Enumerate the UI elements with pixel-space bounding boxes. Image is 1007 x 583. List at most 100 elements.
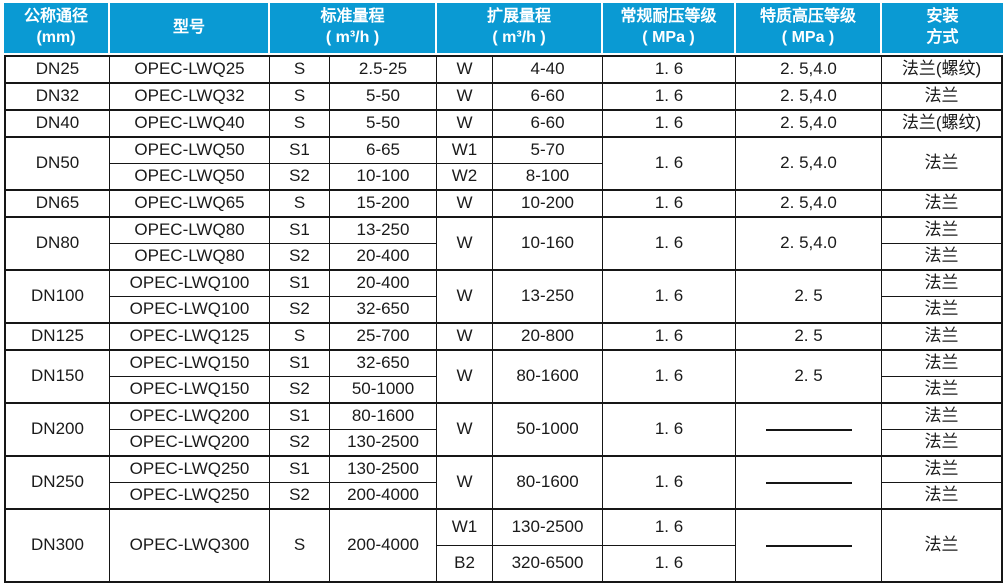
- header-line: ( MPa ): [781, 29, 835, 46]
- cell-std_range: 200-4000: [330, 510, 438, 583]
- cell-install: 法兰: [882, 483, 1004, 510]
- cell-install: 法兰: [882, 324, 1004, 351]
- cell-ext_range: 5-70: [493, 138, 604, 164]
- cell-std_range: 10-100: [330, 164, 438, 191]
- table-row: DN250 OPEC-LWQ250 S1 130-2500 W 80-1600 1. 6 法兰: [4, 457, 1004, 510]
- cell-diameter: DN80: [4, 218, 110, 271]
- cell-ext_code: W: [437, 191, 494, 218]
- col-header-special-pressure: 特质高压等级 ( MPa ): [736, 3, 883, 55]
- cell-special: 2. 5,4.0: [736, 55, 883, 84]
- cell-ext_range: 80-1600: [493, 351, 604, 404]
- cell-install: 法兰: [882, 244, 1004, 271]
- cell-normal: 1. 6: [603, 138, 737, 191]
- cell-diameter: DN40: [4, 111, 110, 138]
- cell-std_range: 32-650: [330, 351, 438, 377]
- cell-special: 2. 5,4.0: [736, 218, 883, 271]
- cell-install: 法兰: [882, 138, 1004, 191]
- cell-diameter: DN150: [4, 351, 110, 404]
- table-row: OPEC-LWQ50 S2 10-100 W2 8-100: [4, 164, 1003, 191]
- cell-install: 法兰: [882, 191, 1004, 218]
- cell-ext_range: 80-1600: [493, 457, 604, 510]
- cell-std_range: 80-1600: [330, 404, 438, 430]
- cell-ext_range: 10-160: [493, 218, 604, 271]
- cell-std_range: 6-65: [330, 138, 438, 164]
- cell-std_code: S: [270, 111, 330, 138]
- cell-model: OPEC-LWQ25: [110, 55, 270, 84]
- cell-std_code: S2: [270, 244, 330, 271]
- header-line: ( m³/h ): [325, 29, 380, 46]
- cell-ext_code: W: [437, 55, 494, 84]
- cell-std_range: 200-4000: [330, 483, 438, 510]
- cell-std_code: S: [270, 510, 330, 583]
- header-line: 型号: [172, 18, 205, 36]
- header-line: 扩展量程: [487, 8, 552, 26]
- cell-std_code: S2: [270, 483, 330, 510]
- cell-ext_range: 6-60: [493, 111, 604, 138]
- cell-special: 2. 5,4.0: [736, 111, 883, 138]
- cell-diameter: DN300: [4, 510, 110, 583]
- cell-install: 法兰: [882, 404, 1004, 430]
- cell-normal: 1. 6: [603, 351, 737, 404]
- dash-line: [765, 481, 852, 484]
- cell-special: [736, 457, 883, 510]
- cell-std_range: 130-2500: [330, 457, 438, 483]
- cell-install: 法兰: [882, 297, 1004, 324]
- cell-install: 法兰(螺纹): [882, 55, 1004, 84]
- cell-ext_range: 50-1000: [493, 404, 604, 457]
- cell-normal: 1. 6: [603, 510, 737, 546]
- header-row: 公称通径 (mm) 型号 标准量程 ( m³/h ) 扩展量程 ( m³/h )…: [4, 3, 1004, 55]
- cell-std_code: S: [270, 324, 330, 351]
- header-line: ( MPa ): [642, 29, 695, 46]
- table-row: DN25 OPEC-LWQ25 S 2.5-25 W 4-40 1. 6 2. 5,4.0 法兰…: [4, 55, 1004, 84]
- cell-std_code: S: [270, 191, 330, 218]
- cell-std_code: S: [270, 84, 330, 111]
- cell-ext_code: W: [437, 457, 494, 510]
- cell-ext_code: W: [437, 351, 494, 404]
- col-header-installation: 安装 方式: [882, 3, 1004, 55]
- table-row: DN65 OPEC-LWQ65 S 15-200 W 10-200 1. 6 2. 5,4.0…: [4, 191, 1004, 218]
- cell-special: 2. 5: [736, 351, 883, 404]
- cell-ext_code: W: [437, 218, 494, 271]
- cell-ext_code: W: [437, 111, 494, 138]
- cell-ext_range: 130-2500: [493, 510, 604, 546]
- header-line: ( m³/h ): [492, 29, 546, 46]
- header-line: 常规耐压等级: [620, 8, 717, 26]
- cell-ext_range: 10-200: [493, 191, 604, 218]
- table-row: DN50 OPEC-LWQ50 S1 6-65 W1 5-70 1. 6 2. 5,4.0 法兰: [4, 138, 1004, 191]
- cell-ext_code: W: [437, 404, 494, 457]
- cell-model: OPEC-LWQ200: [110, 404, 270, 430]
- cell-ext_range: 20-800: [493, 324, 604, 351]
- cell-std_range: 2.5-25: [330, 55, 438, 84]
- cell-std_code: S: [270, 55, 330, 84]
- cell-std_range: 50-1000: [330, 377, 438, 404]
- header-line: 特质高压等级: [760, 8, 857, 26]
- col-header-normal-pressure: 常规耐压等级 ( MPa ): [603, 3, 737, 55]
- header-line: (mm): [36, 29, 76, 46]
- col-header-standard-range: 标准量程 ( m³/h ): [270, 3, 438, 55]
- cell-special: [736, 404, 883, 457]
- cell-std_range: 15-200: [330, 191, 438, 218]
- cell-normal: 1. 6: [603, 546, 737, 583]
- cell-model: OPEC-LWQ125: [110, 324, 270, 351]
- cell-ext_range: 8-100: [493, 164, 604, 191]
- cell-model: OPEC-LWQ80: [110, 218, 270, 244]
- cell-ext_range: 4-40: [493, 55, 604, 84]
- cell-ext_code: B2: [437, 546, 494, 583]
- cell-model: OPEC-LWQ300: [110, 510, 270, 583]
- cell-diameter: DN200: [4, 404, 110, 457]
- cell-model: OPEC-LWQ150: [110, 377, 270, 404]
- table-row: DN80 OPEC-LWQ80 S1 13-250 W 10-160 1. 6 2. 5,4.…: [4, 218, 1004, 271]
- dash-line: [765, 544, 852, 547]
- cell-model: OPEC-LWQ32: [110, 84, 270, 111]
- spec-table-container: 公称通径 (mm) 型号 标准量程 ( m³/h ) 扩展量程 ( m³/h )…: [4, 3, 1004, 583]
- cell-model: OPEC-LWQ100: [110, 271, 270, 297]
- cell-install: 法兰: [882, 84, 1004, 111]
- cell-normal: 1. 6: [603, 457, 737, 510]
- cell-model: OPEC-LWQ250: [110, 457, 270, 483]
- header-line: 标准量程: [320, 8, 385, 26]
- cell-model: OPEC-LWQ100: [110, 297, 270, 324]
- cell-ext_code: W: [437, 84, 494, 111]
- cell-ext_code: W: [437, 271, 494, 324]
- table-row: OPEC-LWQ250 S2 200-4000 法兰: [4, 483, 1004, 510]
